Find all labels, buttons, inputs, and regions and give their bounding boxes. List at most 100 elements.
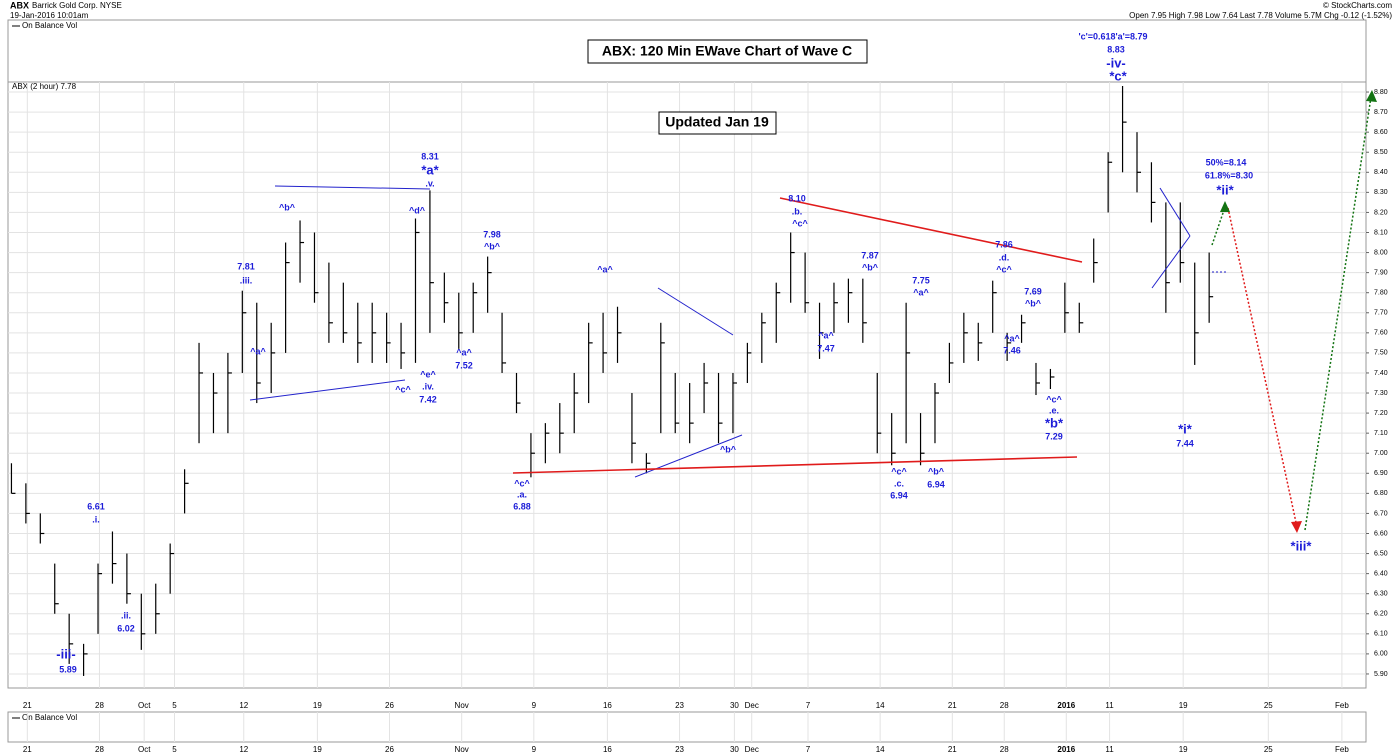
y-tick-label: 8.30 bbox=[1374, 189, 1388, 196]
annotation: ^c^ bbox=[1046, 394, 1062, 404]
annotation: 6.94 bbox=[927, 479, 945, 489]
x-tick-label: 12 bbox=[239, 745, 248, 754]
annotation: .v. bbox=[425, 178, 434, 188]
arrow-head bbox=[1366, 90, 1377, 102]
annotation: .iii. bbox=[240, 275, 253, 285]
annotation: ^b^ bbox=[928, 466, 945, 476]
x-tick-label: 9 bbox=[532, 745, 537, 754]
annotation: *iii* bbox=[1291, 538, 1313, 553]
source: © StockCharts.com bbox=[1323, 1, 1392, 10]
annotation: ^c^ bbox=[395, 384, 411, 394]
x-tick-label: 21 bbox=[23, 745, 32, 754]
trendline bbox=[249, 379, 406, 401]
annotation: 7.87 bbox=[861, 250, 879, 260]
annotation: ^a^ bbox=[818, 330, 834, 340]
plot bbox=[10, 86, 1214, 676]
x-tick-label: 16 bbox=[603, 701, 612, 710]
x-tick-label: 23 bbox=[675, 745, 684, 754]
annotation: 7.69 bbox=[1024, 286, 1042, 296]
y-tick-label: 6.90 bbox=[1374, 470, 1388, 477]
ticker: ABX bbox=[10, 0, 29, 10]
x-tick-label: 30 bbox=[730, 701, 739, 710]
y-tick-label: 6.20 bbox=[1374, 611, 1388, 618]
annotation: 7.86 bbox=[995, 239, 1013, 249]
trendline bbox=[1159, 187, 1191, 237]
annotation: 6.88 bbox=[513, 501, 531, 511]
annotation: ^a^ bbox=[1004, 333, 1020, 343]
annotation: *c* bbox=[1109, 68, 1127, 83]
y-tick-label: 7.60 bbox=[1374, 330, 1388, 337]
annotation: ^a^ bbox=[456, 347, 472, 357]
annotation: .d. bbox=[999, 252, 1010, 262]
annotation: ^e^ bbox=[420, 369, 436, 379]
company-name: Barrick Gold Corp. NYSE bbox=[32, 1, 122, 10]
y-tick-label: 6.80 bbox=[1374, 490, 1388, 497]
x-tick-label: 21 bbox=[948, 745, 957, 754]
annotation: 'c'=0.618'a'=8.79 bbox=[1078, 31, 1147, 41]
y-tick-label: 8.70 bbox=[1374, 109, 1388, 116]
x-tick-label: Feb bbox=[1335, 745, 1349, 754]
annotation: ^c^ bbox=[891, 466, 907, 476]
x-tick-label: Dec bbox=[745, 701, 759, 710]
annotation: 6.94 bbox=[890, 490, 908, 500]
x-tick-label: 28 bbox=[95, 701, 104, 710]
y-tick-label: 6.50 bbox=[1374, 550, 1388, 557]
annotation: 7.81 bbox=[237, 261, 255, 271]
x-tick-label: 30 bbox=[730, 745, 739, 754]
y-tick-label: 8.80 bbox=[1374, 89, 1388, 96]
annotation: 61.8%=8.30 bbox=[1205, 170, 1253, 180]
x-tick-label: 28 bbox=[95, 745, 104, 754]
annotation: .a. bbox=[517, 489, 527, 499]
y-tick-label: 7.10 bbox=[1374, 430, 1388, 437]
y-tick-label: 6.70 bbox=[1374, 510, 1388, 517]
x-tick-label: 21 bbox=[948, 701, 957, 710]
annotation: *b* bbox=[1045, 415, 1064, 430]
annotation: 7.29 bbox=[1045, 431, 1063, 441]
annotation: *ii* bbox=[1216, 182, 1234, 197]
annotation: .c. bbox=[894, 478, 904, 488]
annotation: 7.42 bbox=[419, 394, 437, 404]
trendline bbox=[1151, 235, 1191, 289]
x-tick-label: 26 bbox=[385, 701, 394, 710]
y-tick-label: 6.60 bbox=[1374, 530, 1388, 537]
annotation: ^b^ bbox=[484, 241, 501, 251]
grid bbox=[8, 82, 1366, 742]
x-tick-label: Feb bbox=[1335, 701, 1349, 710]
y-tick-label: 6.30 bbox=[1374, 591, 1388, 598]
arrow-head bbox=[1291, 521, 1302, 533]
x-tick-label: 25 bbox=[1264, 745, 1273, 754]
y-tick-label: 7.20 bbox=[1374, 410, 1388, 417]
x-tick-label: 21 bbox=[23, 701, 32, 710]
x-tick-label: 11 bbox=[1105, 701, 1114, 710]
x-tick-label: Oct bbox=[138, 745, 151, 754]
annotation: .e. bbox=[1049, 405, 1059, 415]
annotation: ^c^ bbox=[792, 218, 808, 228]
y-tick-label: 8.40 bbox=[1374, 169, 1388, 176]
annotation: .ii. bbox=[121, 610, 131, 620]
annotation: 7.75 bbox=[912, 275, 930, 285]
trendline bbox=[1227, 207, 1298, 528]
annotation: ^b^ bbox=[1025, 298, 1042, 308]
chart-title: ABX: 120 Min EWave Chart of Wave C bbox=[602, 43, 852, 59]
timestamp: 19-Jan-2016 10:01am bbox=[10, 11, 89, 20]
annotation: 8.31 bbox=[421, 151, 439, 161]
subtitle-box bbox=[658, 111, 777, 135]
y-tick-label: 8.00 bbox=[1374, 249, 1388, 256]
trendline bbox=[512, 456, 1078, 474]
y-tick-label: 7.70 bbox=[1374, 310, 1388, 317]
trendline bbox=[274, 185, 431, 190]
x-tick-label: Nov bbox=[455, 745, 469, 754]
y-tick-label: 7.40 bbox=[1374, 370, 1388, 377]
annotation: *a* bbox=[421, 162, 439, 177]
x-tick-label: 5 bbox=[172, 745, 177, 754]
lower-indicator-label: On Balance Vol bbox=[22, 713, 77, 722]
lower-panel bbox=[7, 711, 1367, 743]
x-tick-label: 28 bbox=[1000, 701, 1009, 710]
indicator-label: On Balance Vol bbox=[22, 21, 77, 30]
y-tick-label: 8.10 bbox=[1374, 229, 1388, 236]
annotation: 5.89 bbox=[59, 664, 77, 674]
x-tick-label: 26 bbox=[385, 745, 394, 754]
annotation: 8.10 bbox=[788, 193, 806, 203]
annotation: 7.46 bbox=[1003, 345, 1021, 355]
x-tick-label: 19 bbox=[313, 701, 322, 710]
